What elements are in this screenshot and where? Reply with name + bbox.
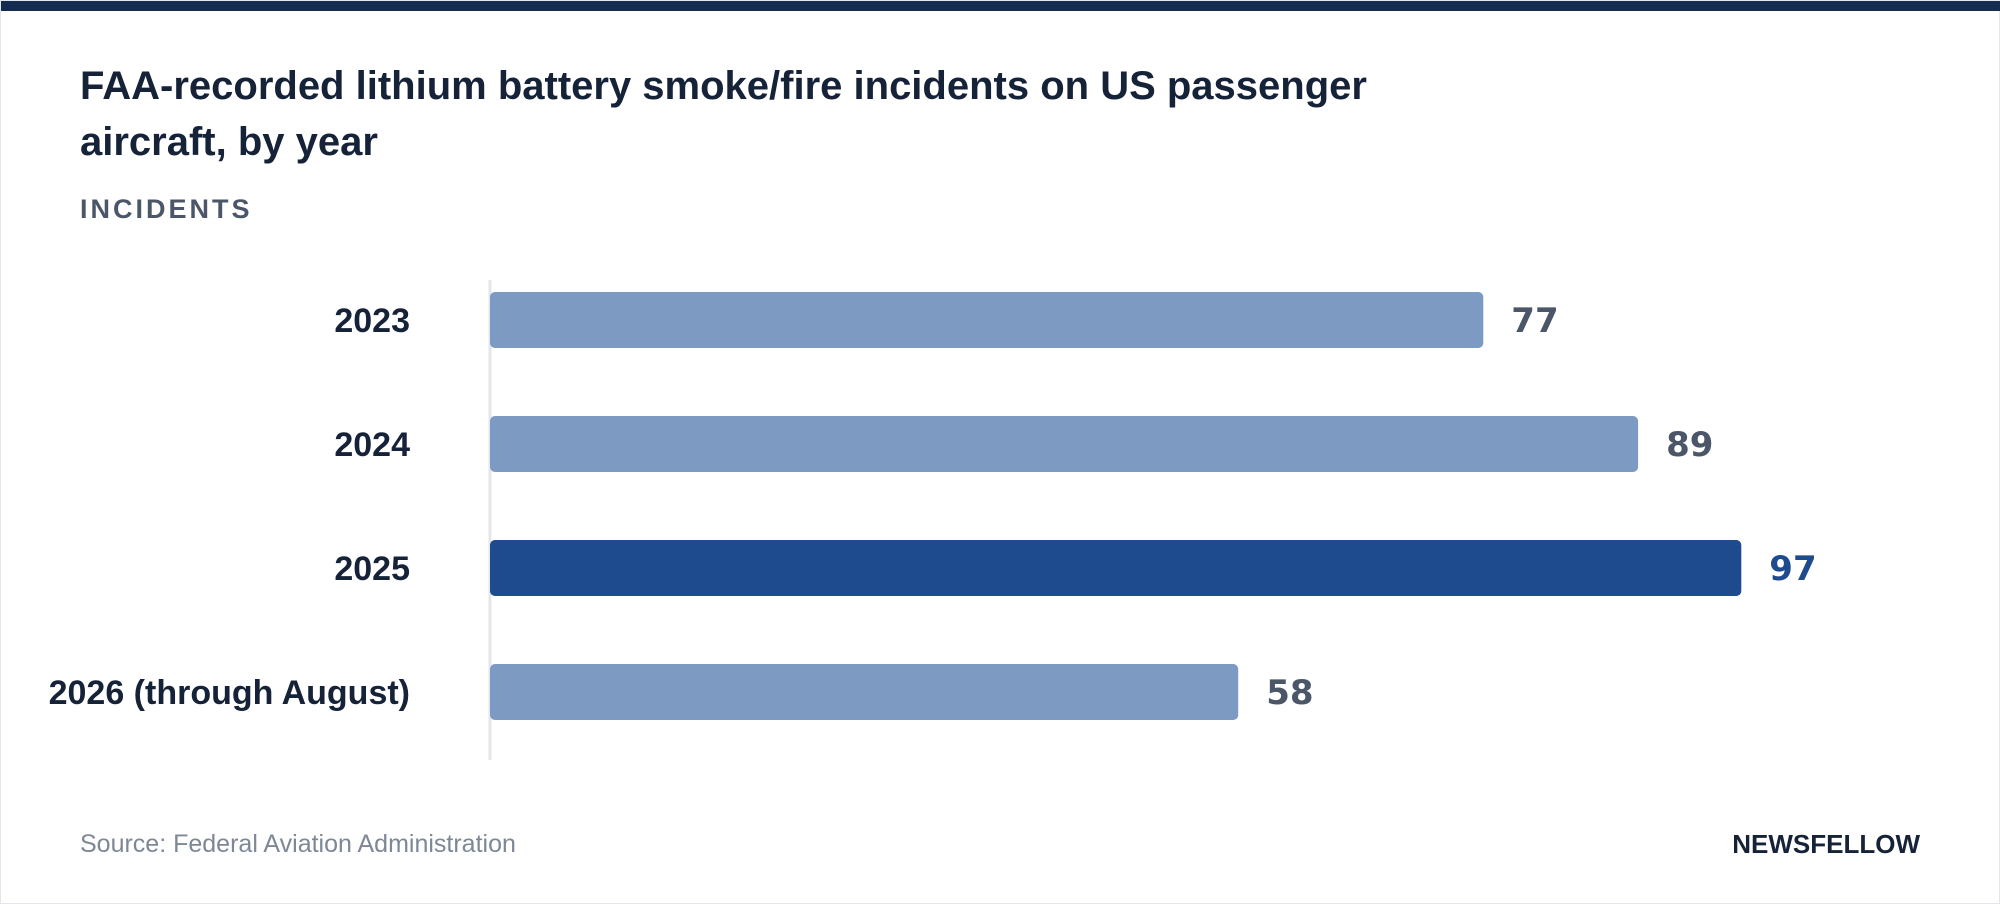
value-label: 58 xyxy=(1266,673,1313,713)
brand-logo: NEWSFELLOW xyxy=(1732,829,1920,859)
category-label: 2024 xyxy=(334,426,410,464)
chart-title: FAA-recorded lithium battery smoke/fire … xyxy=(80,64,1367,164)
source-note: Source: Federal Aviation Administration xyxy=(80,830,516,858)
value-label: 97 xyxy=(1769,549,1816,589)
category-label: 2023 xyxy=(334,302,410,340)
top-accent-bar xyxy=(1,1,2000,11)
category-label: 2026 (through August) xyxy=(49,674,410,712)
bar-2025 xyxy=(490,540,1742,596)
bar-2024 xyxy=(490,416,1639,472)
unit-label: INCIDENTS xyxy=(80,194,253,224)
category-label: 2025 xyxy=(334,550,410,588)
bar-2026 xyxy=(490,664,1239,720)
value-label: 89 xyxy=(1666,425,1713,465)
value-label: 77 xyxy=(1511,301,1558,341)
bar-2023 xyxy=(490,292,1484,348)
